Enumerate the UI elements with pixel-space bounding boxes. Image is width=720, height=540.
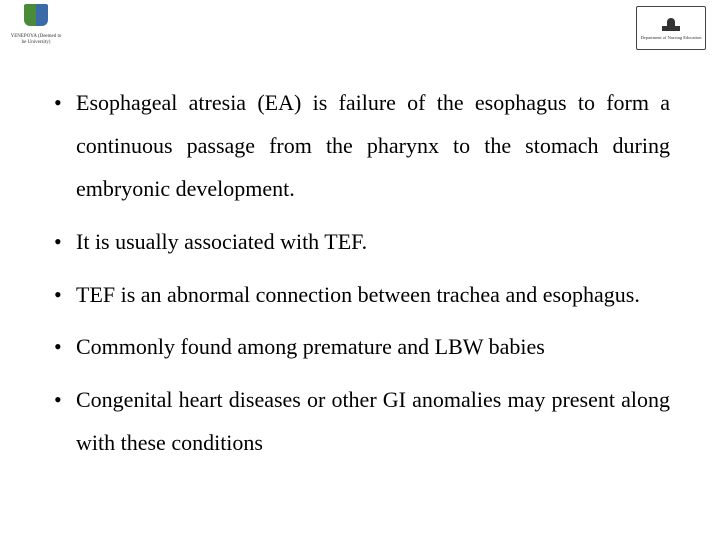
department-logo-right: Department of Nursing Education xyxy=(636,6,706,50)
list-item: Esophageal atresia (EA) is failure of th… xyxy=(50,82,670,211)
lamp-icon xyxy=(658,16,684,34)
list-item: Congenital heart diseases or other GI an… xyxy=(50,379,670,465)
slide-content: Esophageal atresia (EA) is failure of th… xyxy=(0,56,720,485)
university-logo-left: YENEPOYA (Deemed to be University) xyxy=(10,4,62,52)
bullet-text: It is usually associated with TEF. xyxy=(76,229,367,254)
list-item: Commonly found among premature and LBW b… xyxy=(50,326,670,369)
bullet-list: Esophageal atresia (EA) is failure of th… xyxy=(50,82,670,465)
list-item: TEF is an abnormal connection between tr… xyxy=(50,274,670,317)
logo-left-caption: YENEPOYA (Deemed to be University) xyxy=(10,34,62,45)
slide-header: YENEPOYA (Deemed to be University) Depar… xyxy=(0,0,720,56)
bullet-text: Commonly found among premature and LBW b… xyxy=(76,334,545,359)
shield-icon xyxy=(20,4,52,32)
bullet-text: Congenital heart diseases or other GI an… xyxy=(76,387,670,455)
logo-right-caption: Department of Nursing Education xyxy=(640,36,701,41)
list-item: It is usually associated with TEF. xyxy=(50,221,670,264)
bullet-text: Esophageal atresia (EA) is failure of th… xyxy=(76,90,670,201)
bullet-text: TEF is an abnormal connection between tr… xyxy=(76,282,640,307)
